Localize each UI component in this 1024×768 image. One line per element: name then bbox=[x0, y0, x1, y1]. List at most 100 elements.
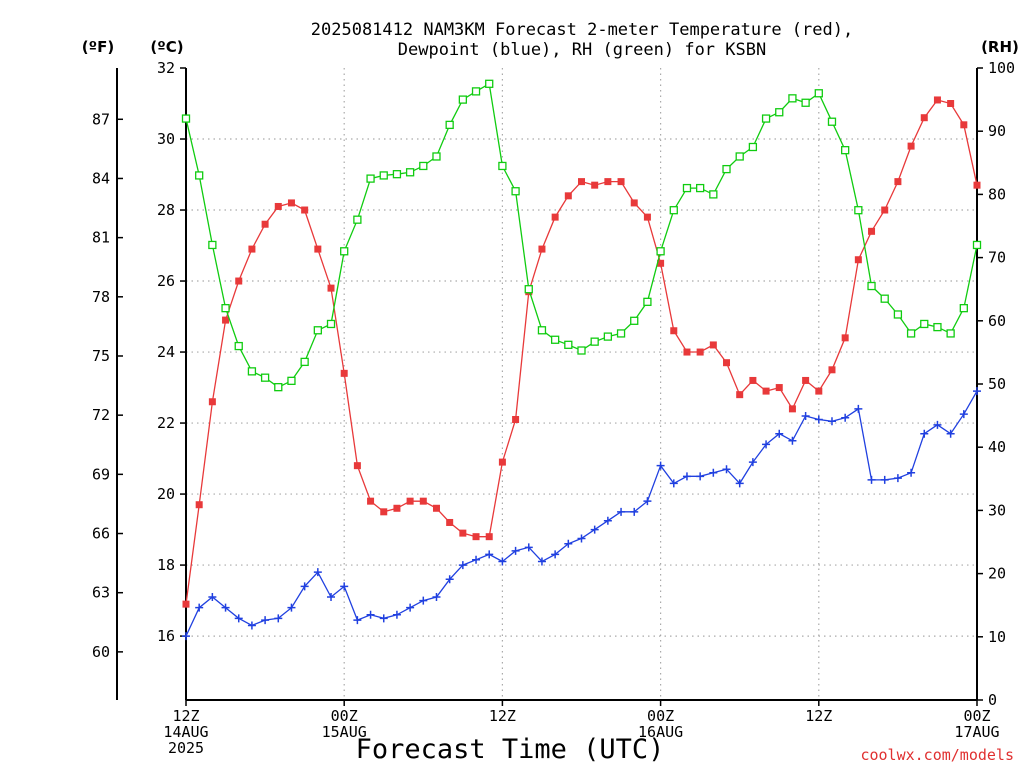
time-tick-label: 16AUG bbox=[638, 723, 683, 741]
rh-tick-labels: 0 10 20 30 40 50 60 70 80 90 100 bbox=[977, 59, 1015, 709]
dewpoint-point bbox=[498, 557, 507, 566]
fahrenheit-tick-label: 60 bbox=[92, 643, 110, 661]
dewpoint-point bbox=[709, 468, 718, 477]
rh-point bbox=[788, 94, 797, 103]
temperature-point bbox=[327, 284, 335, 292]
dewpoint-point bbox=[327, 593, 336, 602]
celsius-tick-label: 24 bbox=[157, 343, 175, 361]
dewpoint-point bbox=[973, 387, 981, 396]
rh-point bbox=[511, 187, 520, 196]
dewpoint-point bbox=[340, 582, 349, 591]
temperature-point bbox=[815, 387, 823, 395]
temperature-point bbox=[696, 348, 704, 356]
temperature-point bbox=[709, 341, 717, 349]
temperature-point bbox=[868, 227, 876, 235]
time-tick-label: 14AUG bbox=[163, 723, 208, 741]
temperature-point bbox=[670, 327, 678, 335]
rh-point bbox=[195, 171, 204, 180]
rh-point bbox=[906, 329, 916, 338]
rh-point bbox=[419, 161, 428, 171]
series-line bbox=[185, 390, 978, 637]
rh-tick-label: 80 bbox=[988, 185, 1006, 203]
rh-point bbox=[326, 319, 336, 329]
dewpoint-point bbox=[195, 603, 204, 612]
rh-point bbox=[181, 114, 191, 123]
rh-point bbox=[485, 79, 494, 88]
rh-point bbox=[392, 170, 402, 179]
dewpoint-point bbox=[182, 632, 190, 641]
fahrenheit-tick-label: 78 bbox=[92, 288, 110, 306]
dewpoint-point bbox=[867, 475, 876, 484]
rh-point bbox=[801, 98, 810, 107]
dewpoint-point bbox=[788, 436, 797, 445]
rh-point bbox=[893, 310, 903, 319]
dewpoint-point bbox=[946, 429, 955, 438]
rh-point bbox=[630, 316, 639, 325]
temperature-point bbox=[894, 178, 902, 186]
temperature-point bbox=[762, 387, 770, 395]
series-2-meter-temperature bbox=[182, 96, 981, 608]
dewpoint-point bbox=[669, 479, 678, 488]
x-axis-label: Forecast Time (UTC) bbox=[356, 734, 665, 765]
rh-tick-label: 10 bbox=[988, 628, 1006, 646]
rh-point bbox=[274, 383, 283, 392]
temperature-point bbox=[340, 369, 348, 377]
dewpoint-point bbox=[630, 507, 639, 516]
chart-title-line-2: Dewpoint (blue), RH (green) for KSBN bbox=[398, 40, 766, 60]
rh-point bbox=[709, 190, 718, 199]
dewpoint-point bbox=[775, 429, 784, 438]
rh-point bbox=[590, 337, 599, 346]
temperature-point bbox=[432, 504, 440, 512]
dewpoint-point bbox=[577, 534, 586, 543]
series-line bbox=[185, 82, 978, 388]
chart-title-line-1: 2025081412 NAM3KM Forecast 2-meter Tempe… bbox=[311, 20, 853, 40]
rh-point bbox=[775, 108, 784, 117]
chart-axes bbox=[116, 68, 978, 701]
dewpoint-point bbox=[445, 575, 454, 584]
chart-title: 2025081412 NAM3KM Forecast 2-meter Tempe… bbox=[311, 20, 853, 60]
dewpoint-point bbox=[959, 410, 968, 419]
temperature-point bbox=[446, 518, 454, 526]
rh-point bbox=[748, 142, 758, 152]
rh-unit-label: (RH) bbox=[981, 38, 1019, 56]
dewpoint-point bbox=[656, 461, 665, 470]
temperature-point bbox=[578, 178, 585, 186]
time-tick-label: 00Z bbox=[963, 707, 990, 725]
temperature-point bbox=[261, 220, 269, 228]
temperature-point bbox=[907, 142, 915, 150]
rh-point bbox=[656, 247, 665, 256]
celsius-tick-label: 20 bbox=[157, 485, 175, 503]
time-tick-label: 12Z bbox=[489, 707, 516, 725]
temperature-point bbox=[314, 245, 322, 253]
rh-point bbox=[564, 340, 573, 349]
dewpoint-point bbox=[300, 582, 309, 591]
rh-tick-label: 90 bbox=[988, 122, 1006, 140]
time-tick-label: 17AUG bbox=[954, 723, 999, 741]
celsius-tick-label: 26 bbox=[157, 272, 175, 290]
rh-point bbox=[471, 87, 481, 96]
temperature-point bbox=[248, 245, 256, 253]
dewpoint-point bbox=[234, 614, 243, 623]
temperature-point bbox=[222, 316, 230, 324]
rh-point bbox=[577, 346, 586, 355]
dewpoint-point bbox=[735, 479, 744, 488]
rh-point bbox=[827, 117, 837, 126]
source-credit: coolwx.com/models bbox=[860, 746, 1014, 764]
dewpoint-point bbox=[617, 507, 626, 516]
dewpoint-point bbox=[933, 420, 942, 429]
fahrenheit-tick-label: 63 bbox=[92, 584, 110, 602]
dewpoint-point bbox=[221, 603, 230, 612]
rh-point bbox=[696, 183, 705, 193]
rh-tick-label: 60 bbox=[988, 312, 1006, 330]
temperature-point bbox=[274, 202, 282, 210]
rh-point bbox=[761, 114, 771, 123]
dewpoint-point bbox=[920, 429, 929, 438]
rh-point bbox=[669, 206, 678, 215]
dewpoint-point bbox=[590, 525, 599, 534]
dewpoint-point bbox=[485, 550, 494, 559]
temperature-point bbox=[947, 100, 955, 108]
rh-point bbox=[616, 329, 626, 338]
dewpoint-point bbox=[564, 539, 573, 548]
temperature-point bbox=[604, 178, 612, 186]
